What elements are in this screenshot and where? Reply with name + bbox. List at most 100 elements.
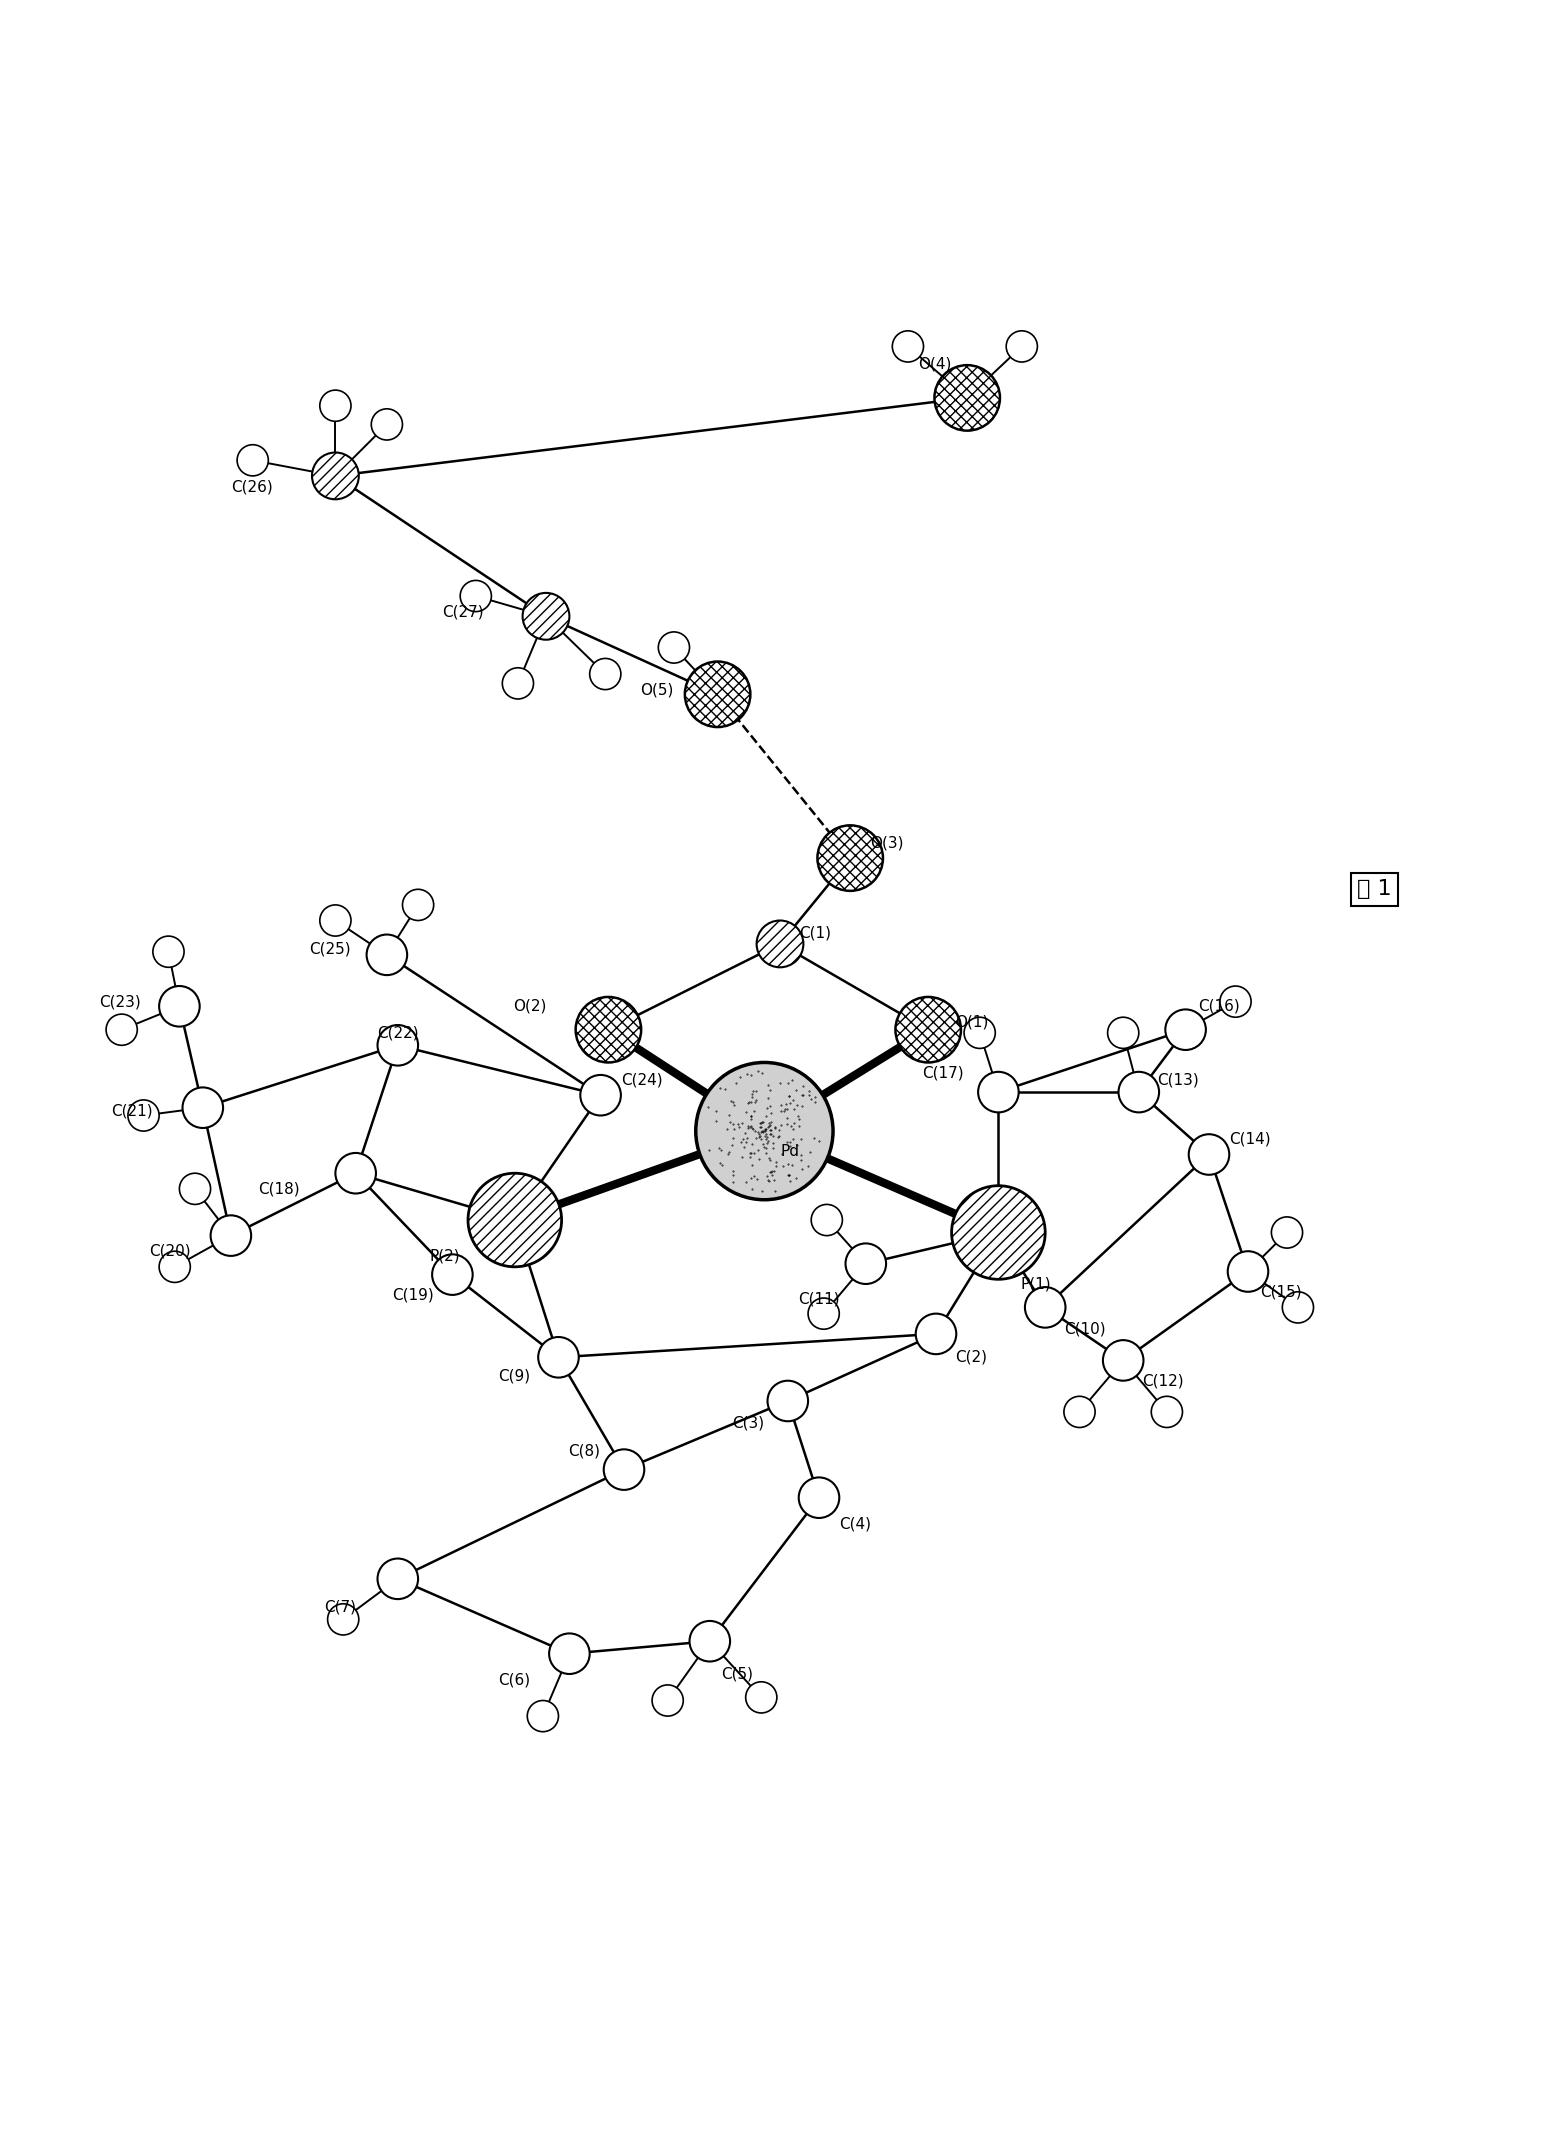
Circle shape xyxy=(652,1686,683,1716)
Circle shape xyxy=(523,592,569,639)
Circle shape xyxy=(1025,1287,1065,1328)
Circle shape xyxy=(320,904,351,937)
Text: C(27): C(27) xyxy=(441,605,484,620)
Text: O(3): O(3) xyxy=(870,835,903,850)
Circle shape xyxy=(768,1380,808,1421)
Circle shape xyxy=(378,1559,418,1600)
Circle shape xyxy=(328,1604,359,1634)
Text: C(4): C(4) xyxy=(839,1516,872,1531)
Text: C(12): C(12) xyxy=(1142,1374,1184,1389)
Circle shape xyxy=(934,366,1000,431)
Text: C(13): C(13) xyxy=(1158,1072,1200,1087)
Circle shape xyxy=(371,409,402,439)
Circle shape xyxy=(817,825,883,891)
Circle shape xyxy=(312,452,359,499)
Circle shape xyxy=(179,1173,211,1204)
Circle shape xyxy=(1006,332,1037,362)
Text: P(2): P(2) xyxy=(429,1249,460,1264)
Text: O(1): O(1) xyxy=(955,1014,987,1029)
Text: C(10): C(10) xyxy=(1064,1322,1106,1337)
Text: C(7): C(7) xyxy=(323,1600,356,1615)
Circle shape xyxy=(1064,1397,1095,1427)
Text: O(2): O(2) xyxy=(513,999,546,1014)
Text: 図 1: 図 1 xyxy=(1357,878,1392,900)
Circle shape xyxy=(367,934,407,975)
Circle shape xyxy=(1228,1251,1268,1292)
Circle shape xyxy=(460,581,491,611)
Text: O(4): O(4) xyxy=(919,357,952,370)
Circle shape xyxy=(237,446,268,476)
Circle shape xyxy=(808,1298,839,1328)
Circle shape xyxy=(1108,1016,1139,1049)
Circle shape xyxy=(916,1313,956,1354)
Circle shape xyxy=(895,997,961,1061)
Circle shape xyxy=(549,1634,590,1675)
Circle shape xyxy=(892,332,924,362)
Text: C(17): C(17) xyxy=(922,1066,964,1081)
Text: C(6): C(6) xyxy=(498,1673,530,1688)
Text: C(22): C(22) xyxy=(378,1025,420,1040)
Text: C(11): C(11) xyxy=(797,1292,839,1307)
Text: C(19): C(19) xyxy=(392,1287,434,1303)
Text: C(16): C(16) xyxy=(1198,999,1240,1014)
Circle shape xyxy=(128,1100,159,1130)
Circle shape xyxy=(1189,1135,1229,1176)
Circle shape xyxy=(1119,1072,1159,1113)
Text: C(1): C(1) xyxy=(799,926,831,941)
Text: O(5): O(5) xyxy=(641,683,674,698)
Text: C(26): C(26) xyxy=(231,480,273,495)
Circle shape xyxy=(335,1154,376,1193)
Text: C(14): C(14) xyxy=(1229,1130,1271,1145)
Circle shape xyxy=(502,667,534,700)
Text: C(25): C(25) xyxy=(309,941,351,956)
Circle shape xyxy=(1271,1216,1303,1249)
Circle shape xyxy=(757,921,803,967)
Circle shape xyxy=(1282,1292,1314,1322)
Text: C(2): C(2) xyxy=(955,1350,987,1365)
Circle shape xyxy=(604,1449,644,1490)
Circle shape xyxy=(1220,986,1251,1016)
Text: P(1): P(1) xyxy=(1020,1277,1051,1292)
Circle shape xyxy=(320,390,351,422)
Circle shape xyxy=(690,1621,730,1662)
Circle shape xyxy=(378,1025,418,1066)
Circle shape xyxy=(846,1244,886,1283)
Circle shape xyxy=(106,1014,137,1046)
Text: C(3): C(3) xyxy=(732,1415,764,1430)
Text: C(9): C(9) xyxy=(498,1369,530,1384)
Circle shape xyxy=(211,1214,251,1255)
Circle shape xyxy=(978,1072,1019,1113)
Text: C(20): C(20) xyxy=(148,1244,190,1260)
Text: C(8): C(8) xyxy=(568,1443,601,1458)
Circle shape xyxy=(527,1701,558,1731)
Circle shape xyxy=(159,986,200,1027)
Text: C(24): C(24) xyxy=(621,1072,663,1087)
Circle shape xyxy=(799,1477,839,1518)
Text: C(18): C(18) xyxy=(257,1182,300,1197)
Circle shape xyxy=(183,1087,223,1128)
Circle shape xyxy=(1151,1397,1182,1427)
Circle shape xyxy=(590,659,621,689)
Circle shape xyxy=(153,937,184,967)
Circle shape xyxy=(576,997,641,1061)
Circle shape xyxy=(964,1016,995,1049)
Text: C(15): C(15) xyxy=(1260,1285,1303,1298)
Circle shape xyxy=(685,661,750,728)
Circle shape xyxy=(1165,1010,1206,1051)
Circle shape xyxy=(580,1074,621,1115)
Circle shape xyxy=(811,1204,842,1236)
Circle shape xyxy=(159,1251,190,1283)
Circle shape xyxy=(402,889,434,921)
Circle shape xyxy=(1103,1339,1143,1380)
Circle shape xyxy=(658,631,690,663)
Circle shape xyxy=(538,1337,579,1378)
Circle shape xyxy=(468,1173,562,1266)
Circle shape xyxy=(696,1061,833,1199)
Text: Pd: Pd xyxy=(780,1143,799,1158)
Text: C(23): C(23) xyxy=(98,995,140,1010)
Circle shape xyxy=(952,1186,1045,1279)
Text: C(5): C(5) xyxy=(721,1666,753,1681)
Text: C(21): C(21) xyxy=(111,1102,153,1117)
Circle shape xyxy=(432,1255,473,1294)
Circle shape xyxy=(746,1681,777,1714)
